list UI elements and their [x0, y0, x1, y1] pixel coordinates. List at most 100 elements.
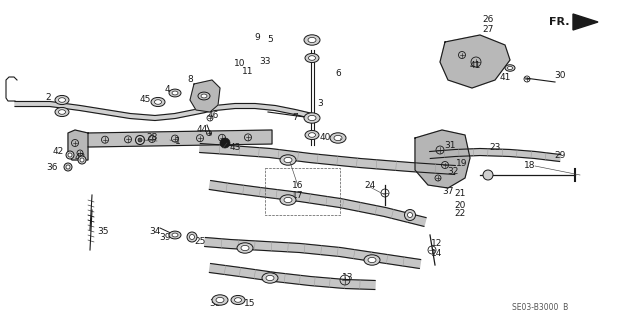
Text: 46: 46	[207, 110, 219, 120]
Text: 42: 42	[74, 152, 86, 161]
Polygon shape	[190, 80, 220, 112]
Text: 36: 36	[46, 164, 58, 173]
Polygon shape	[15, 101, 312, 121]
Text: 45: 45	[140, 95, 150, 105]
Ellipse shape	[308, 115, 316, 121]
Ellipse shape	[234, 298, 241, 302]
Ellipse shape	[58, 110, 65, 114]
Text: 40: 40	[319, 133, 331, 143]
Text: SE03-B3000  B: SE03-B3000 B	[512, 303, 568, 313]
Polygon shape	[415, 130, 470, 188]
Text: 41: 41	[499, 73, 511, 83]
Ellipse shape	[304, 35, 320, 45]
Text: 28: 28	[147, 133, 157, 143]
Ellipse shape	[55, 95, 69, 105]
Polygon shape	[440, 35, 510, 88]
Ellipse shape	[305, 130, 319, 139]
Ellipse shape	[280, 195, 296, 205]
Circle shape	[483, 170, 493, 180]
Ellipse shape	[330, 133, 346, 143]
Ellipse shape	[172, 91, 178, 95]
Ellipse shape	[201, 94, 207, 98]
Text: 24: 24	[364, 181, 376, 189]
Text: 44: 44	[196, 125, 207, 135]
Polygon shape	[209, 263, 375, 290]
Ellipse shape	[266, 275, 274, 281]
Text: 3: 3	[317, 99, 323, 108]
Ellipse shape	[151, 97, 165, 107]
Circle shape	[404, 210, 415, 220]
Ellipse shape	[237, 243, 253, 253]
Ellipse shape	[304, 113, 320, 123]
Ellipse shape	[308, 56, 316, 60]
Circle shape	[138, 138, 142, 142]
Polygon shape	[205, 238, 420, 269]
Text: 37: 37	[442, 188, 454, 197]
Ellipse shape	[368, 257, 376, 263]
Ellipse shape	[284, 157, 292, 163]
Ellipse shape	[241, 245, 249, 251]
Ellipse shape	[172, 233, 178, 237]
Text: 17: 17	[292, 191, 304, 201]
Ellipse shape	[216, 297, 224, 303]
Text: 21: 21	[454, 189, 466, 197]
Text: 41: 41	[469, 61, 481, 70]
Text: 20: 20	[454, 201, 466, 210]
Text: 14: 14	[431, 249, 443, 257]
Text: 6: 6	[335, 69, 341, 78]
Text: FR.: FR.	[550, 17, 570, 27]
Ellipse shape	[169, 89, 181, 97]
Polygon shape	[68, 130, 88, 160]
Text: 15: 15	[244, 299, 256, 308]
Text: 1: 1	[175, 137, 181, 146]
Circle shape	[68, 153, 72, 157]
Text: 34: 34	[149, 227, 161, 236]
Ellipse shape	[280, 155, 296, 165]
Text: 11: 11	[243, 68, 253, 77]
Text: 23: 23	[490, 144, 500, 152]
Text: 42: 42	[52, 147, 63, 157]
Ellipse shape	[505, 65, 515, 71]
Ellipse shape	[308, 37, 316, 43]
Text: 9: 9	[254, 33, 260, 42]
Polygon shape	[573, 14, 598, 30]
Text: 10: 10	[234, 58, 246, 68]
Text: 19: 19	[456, 159, 468, 167]
Text: 43: 43	[229, 144, 241, 152]
Text: 4: 4	[164, 85, 170, 94]
Circle shape	[66, 165, 70, 169]
Ellipse shape	[169, 231, 181, 239]
Circle shape	[80, 158, 84, 162]
Text: 33: 33	[259, 57, 271, 66]
Circle shape	[189, 234, 195, 240]
Ellipse shape	[55, 108, 69, 116]
Text: 38: 38	[209, 299, 221, 308]
Polygon shape	[88, 130, 272, 147]
Ellipse shape	[308, 133, 316, 137]
Circle shape	[64, 163, 72, 171]
Polygon shape	[429, 149, 561, 161]
Circle shape	[78, 156, 86, 164]
Text: 7: 7	[292, 114, 298, 122]
Text: 26: 26	[483, 16, 493, 25]
Ellipse shape	[212, 295, 228, 305]
Ellipse shape	[231, 295, 245, 305]
Text: 30: 30	[554, 70, 566, 79]
Text: 16: 16	[292, 181, 304, 189]
Polygon shape	[200, 144, 455, 174]
Text: 27: 27	[483, 26, 493, 34]
Text: 5: 5	[267, 35, 273, 44]
Polygon shape	[209, 181, 426, 226]
Circle shape	[136, 136, 145, 145]
Text: 2: 2	[45, 93, 51, 102]
Circle shape	[66, 151, 74, 159]
Text: 25: 25	[195, 238, 205, 247]
Ellipse shape	[508, 66, 513, 70]
Ellipse shape	[364, 255, 380, 265]
Text: 29: 29	[554, 151, 566, 160]
Ellipse shape	[58, 98, 65, 102]
Text: 32: 32	[447, 167, 459, 176]
Circle shape	[408, 212, 413, 218]
Ellipse shape	[305, 54, 319, 63]
Circle shape	[220, 138, 230, 148]
